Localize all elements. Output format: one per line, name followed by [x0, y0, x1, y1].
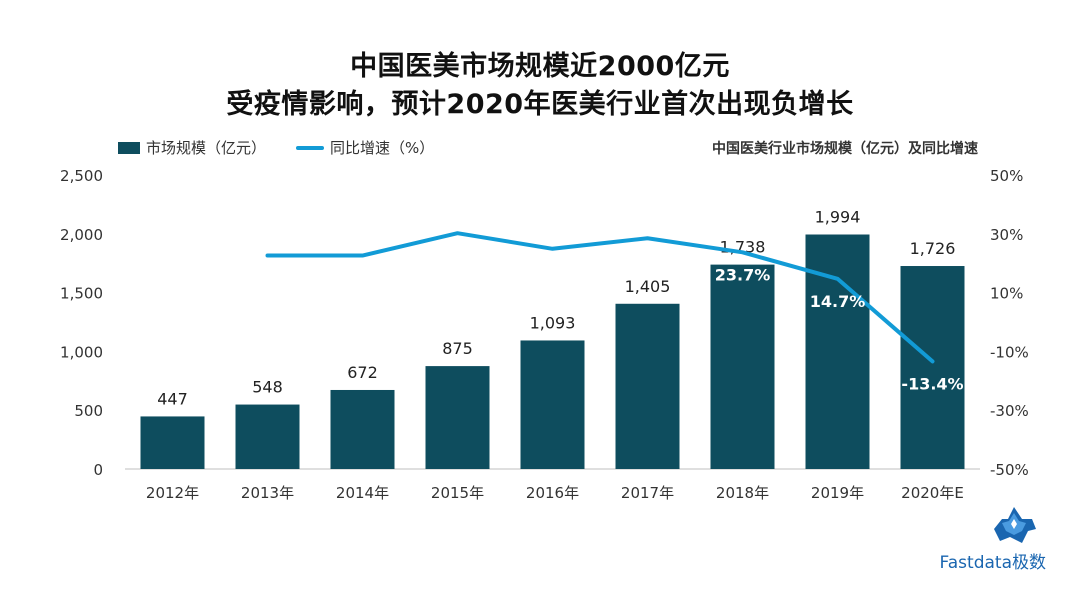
bar-value-label: 1,726 — [910, 239, 956, 258]
right-axis-tick-label: 50% — [990, 167, 1023, 185]
x-axis-tick-label: 2012年 — [146, 484, 199, 502]
chart-title-line1: 中国医美市场规模近2000亿元 — [350, 51, 730, 82]
x-axis-tick-label: 2014年 — [336, 484, 389, 502]
chart-subtitle: 中国医美行业市场规模（亿元）及同比增速 — [712, 141, 978, 157]
bar — [140, 416, 205, 469]
growth-rate-line — [265, 231, 935, 364]
fastdata-logo-icon — [994, 507, 1036, 543]
right-axis-tick-label: 10% — [990, 285, 1023, 303]
bar-value-label: 1,093 — [530, 313, 576, 332]
x-axis-tick-label: 2018年 — [716, 484, 769, 502]
legend-bar-swatch — [118, 141, 140, 154]
bar-value-label: 548 — [252, 378, 283, 397]
brand-name: Fastdata极数 — [939, 553, 1046, 573]
right-axis-tick-label: -50% — [990, 461, 1029, 479]
bar-value-label: 672 — [347, 363, 378, 382]
bar-value-label: 1,994 — [815, 208, 861, 227]
right-axis-tick-label: -30% — [990, 402, 1029, 420]
legend-bar-label: 市场规模（亿元） — [146, 139, 267, 157]
bar — [805, 234, 870, 469]
left-axis-tick-label: 500 — [74, 402, 103, 420]
bar — [615, 303, 680, 469]
bar — [235, 404, 300, 469]
x-axis-tick-label: 2020年E — [901, 484, 964, 502]
bar — [900, 266, 965, 469]
x-axis-tick-label: 2013年 — [241, 484, 294, 502]
x-axis-tick-label: 2015年 — [431, 484, 484, 502]
bar — [330, 389, 395, 469]
growth-rate-label: -13.4% — [901, 374, 963, 393]
growth-rate-label: 23.7% — [715, 265, 771, 284]
bar — [425, 366, 490, 469]
x-axis-tick-label: 2016年 — [526, 484, 579, 502]
bar — [520, 340, 585, 469]
left-axis-tick-label: 2,000 — [60, 226, 103, 244]
bar-value-label: 875 — [442, 339, 473, 358]
x-axis-tick-label: 2019年 — [811, 484, 864, 502]
growth-rate-label: 14.7% — [810, 292, 866, 311]
legend-line-swatch — [296, 145, 325, 150]
bar-value-label: 1,405 — [625, 277, 671, 296]
chart-title-line2: 受疫情影响，预计2020年医美行业首次出现负增长 — [226, 89, 854, 120]
left-axis-tick-label: 0 — [93, 461, 103, 479]
x-axis-tick-label: 2017年 — [621, 484, 674, 502]
bar — [710, 264, 775, 469]
right-axis-tick-label: 30% — [990, 226, 1023, 244]
left-axis-tick-label: 1,000 — [60, 343, 103, 361]
legend-line-label: 同比增速（%） — [330, 139, 435, 157]
left-axis-tick-label: 2,500 — [60, 167, 103, 185]
legend: 市场规模（亿元） 同比增速（%） — [118, 137, 434, 158]
bar-value-label: 447 — [157, 389, 188, 408]
left-axis-tick-label: 1,500 — [60, 285, 103, 303]
right-axis-tick-label: -10% — [990, 343, 1029, 361]
